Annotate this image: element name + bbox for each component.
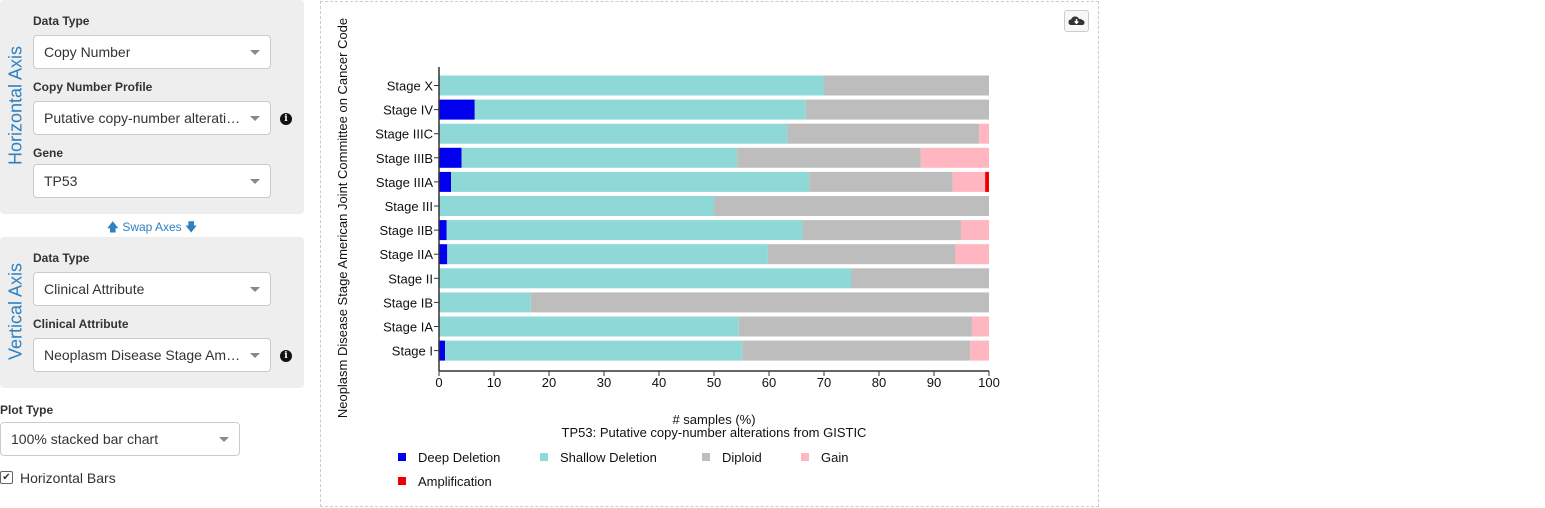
h-gene-value: TP53 (44, 173, 78, 189)
v-clinical-label: Clinical Attribute (33, 317, 129, 331)
h-data-type-label: Data Type (33, 14, 90, 28)
h-profile-label: Copy Number Profile (33, 80, 153, 94)
plot-type-select[interactable]: 100% stacked bar chart (0, 422, 240, 456)
v-data-type-value: Clinical Attribute (44, 281, 145, 297)
v-data-type-select[interactable]: Clinical Attribute (33, 272, 271, 306)
v-data-type-label: Data Type (33, 251, 90, 265)
chevron-down-icon (219, 437, 229, 442)
h-profile-value: Putative copy-number alterations from GI… (44, 110, 244, 126)
vertical-axis-panel: Vertical Axis Data Type Clinical Attribu… (0, 237, 304, 388)
h-gene-label: Gene (33, 146, 64, 160)
info-icon[interactable]: i (280, 113, 292, 125)
cloud-download-icon (1068, 16, 1085, 25)
h-data-type-value: Copy Number (44, 44, 131, 60)
horizontal-bars-checkbox[interactable]: ✔ (0, 471, 13, 484)
chevron-down-icon (250, 116, 260, 121)
plot-type-value: 100% stacked bar chart (11, 431, 159, 447)
h-gene-select[interactable]: TP53 (33, 164, 271, 198)
h-data-type-select[interactable]: Copy Number (33, 35, 271, 69)
horizontal-axis-title: Horizontal Axis (5, 45, 26, 166)
plot-type-label: Plot Type (0, 403, 54, 417)
chevron-down-icon (250, 179, 260, 184)
arrow-up-icon: 🡅 (106, 220, 119, 234)
arrow-down-icon: 🡇 (185, 220, 198, 234)
plot-container (320, 1, 1099, 507)
h-profile-select[interactable]: Putative copy-number alterations from GI… (33, 101, 271, 135)
horizontal-axis-panel: Horizontal Axis Data Type Copy Number Co… (0, 0, 304, 214)
download-button[interactable] (1064, 10, 1089, 32)
chevron-down-icon (250, 353, 260, 358)
v-clinical-select[interactable]: Neoplasm Disease Stage American Joint Co… (33, 338, 271, 372)
vertical-axis-title: Vertical Axis (5, 262, 26, 361)
swap-axes-button[interactable]: 🡅 Swap Axes 🡇 (0, 218, 304, 239)
horizontal-bars-label: Horizontal Bars (20, 470, 116, 486)
swap-axes-label: Swap Axes (122, 220, 182, 234)
v-clinical-value: Neoplasm Disease Stage American Joint Co… (44, 347, 244, 363)
info-icon[interactable]: i (280, 350, 292, 362)
chevron-down-icon (250, 50, 260, 55)
chevron-down-icon (250, 287, 260, 292)
